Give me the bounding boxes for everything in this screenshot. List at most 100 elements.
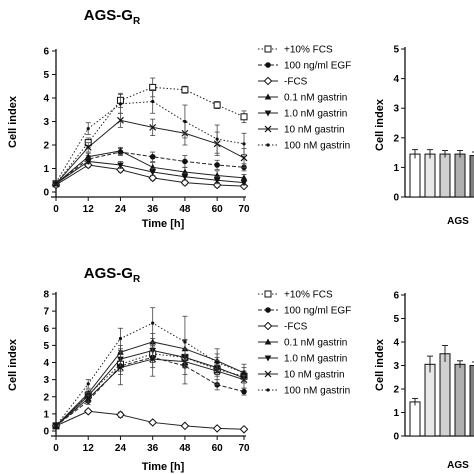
data-point (213, 177, 221, 184)
data-point (215, 137, 219, 141)
bar (469, 365, 474, 437)
legend-marker (264, 125, 272, 133)
bar (439, 353, 451, 437)
bar-y-tick-label: 0 (393, 193, 399, 204)
data-point (149, 169, 156, 176)
legend-entry: 1.0 nM gastrin (284, 354, 347, 365)
legend-marker (263, 76, 273, 86)
bar-category-label-top: AGS (447, 216, 469, 227)
bar (439, 153, 451, 198)
x-tick-label: 48 (179, 204, 191, 215)
y-tick-label: 4 (43, 94, 49, 105)
y-tick-label: 3 (43, 375, 49, 386)
legend-marker (265, 62, 271, 68)
chart-title-bottom: AGS-GR (84, 265, 141, 285)
data-point (240, 180, 248, 187)
legend-marker (266, 143, 270, 147)
legend-marker (264, 290, 272, 298)
data-point (149, 338, 156, 345)
y-tick-label: 2 (43, 392, 49, 403)
legend-entry: 0.1 nM gastrin (284, 93, 347, 104)
bar (469, 155, 474, 198)
x-tick-label: 36 (147, 443, 159, 454)
data-point (83, 406, 93, 416)
y-tick-label: 4 (43, 358, 49, 369)
y-tick-label: 8 (43, 290, 49, 301)
y-tick-label: 3 (43, 117, 49, 128)
data-point (240, 174, 248, 181)
legend-marker (264, 338, 272, 345)
legend-entry: 100 ng/ml EGF (284, 61, 351, 72)
data-point (84, 395, 92, 402)
y-tick-label: 0 (43, 188, 49, 199)
data-point (84, 153, 92, 160)
x-tick-label: 12 (83, 443, 95, 454)
data-point (117, 364, 124, 372)
legend-entry: 10 nM gastrin (284, 370, 345, 381)
bar-y-tick-label: 0 (393, 432, 399, 443)
data-point (242, 142, 246, 146)
data-point (118, 336, 123, 341)
data-point (183, 119, 187, 124)
data-point (181, 174, 189, 181)
data-point (117, 162, 124, 169)
data-point (86, 382, 90, 386)
data-point (183, 340, 187, 344)
legend-marker (264, 370, 272, 378)
data-point (242, 371, 246, 375)
data-point (212, 424, 222, 433)
data-point (240, 154, 248, 162)
x-axis-label-bottom: Time [h] (142, 461, 185, 473)
y-tick-label: 1 (43, 164, 49, 175)
data-point (84, 158, 92, 165)
legend-entry: -FCS (284, 322, 308, 333)
legend-marker (264, 355, 272, 362)
bar-y-axis-label-bottom: Cell index (374, 338, 386, 391)
data-point (116, 410, 125, 420)
x-tick-label: 0 (53, 443, 59, 454)
bar-y-tick-label: 4 (393, 74, 399, 85)
bar-category-label-bottom: AGS (447, 460, 469, 471)
legend-entry: 100 nM gastrin (284, 141, 350, 152)
data-point (149, 355, 157, 363)
series-2 (51, 406, 249, 434)
data-point (181, 86, 189, 94)
y-tick-label: 2 (43, 141, 49, 152)
data-point (54, 181, 58, 185)
bar-y-tick-label: 1 (393, 163, 399, 174)
data-point (117, 116, 124, 124)
bar-y-tick-label: 5 (393, 45, 399, 56)
bar-y-axis-label-top: Cell index (374, 98, 386, 151)
x-tick-label: 48 (179, 443, 191, 454)
bar-chart-top: Cell index AGS 0 1 2 3 4 5 (374, 45, 474, 227)
bar-y-tick-label: 2 (393, 133, 399, 144)
data-point (84, 143, 92, 151)
x-tick-label: 70 (238, 204, 250, 215)
chart-title-top: AGS-GR (84, 7, 141, 27)
data-point (118, 102, 123, 106)
series-2 (51, 160, 249, 191)
legend-marker (264, 110, 272, 117)
data-point (215, 360, 219, 365)
x-tick-label: 60 (212, 204, 224, 215)
bar (409, 153, 421, 198)
bar-chart-bottom: Cell index AGS 0 1 2 3 4 5 6 (374, 291, 474, 471)
legend-marker (266, 388, 270, 392)
bar-y-tick-label: 1 (393, 408, 399, 419)
bar-y-tick-label: 4 (393, 338, 399, 349)
bar (409, 401, 421, 437)
data-point (117, 147, 124, 154)
x-axis-label-top: Time [h] (142, 218, 185, 230)
y-tick-label: 6 (43, 324, 49, 335)
legend-marker (264, 45, 272, 53)
y-axis-label-bottom: Cell index (7, 338, 19, 391)
legend-entry: 1.0 nM gastrin (284, 109, 347, 120)
data-point (148, 173, 157, 183)
data-point (149, 123, 157, 131)
series-4 (52, 158, 248, 188)
data-point (54, 424, 58, 428)
legend-marker (264, 93, 272, 100)
y-tick-label: 0 (43, 427, 49, 438)
y-tick-label: 5 (43, 70, 49, 81)
